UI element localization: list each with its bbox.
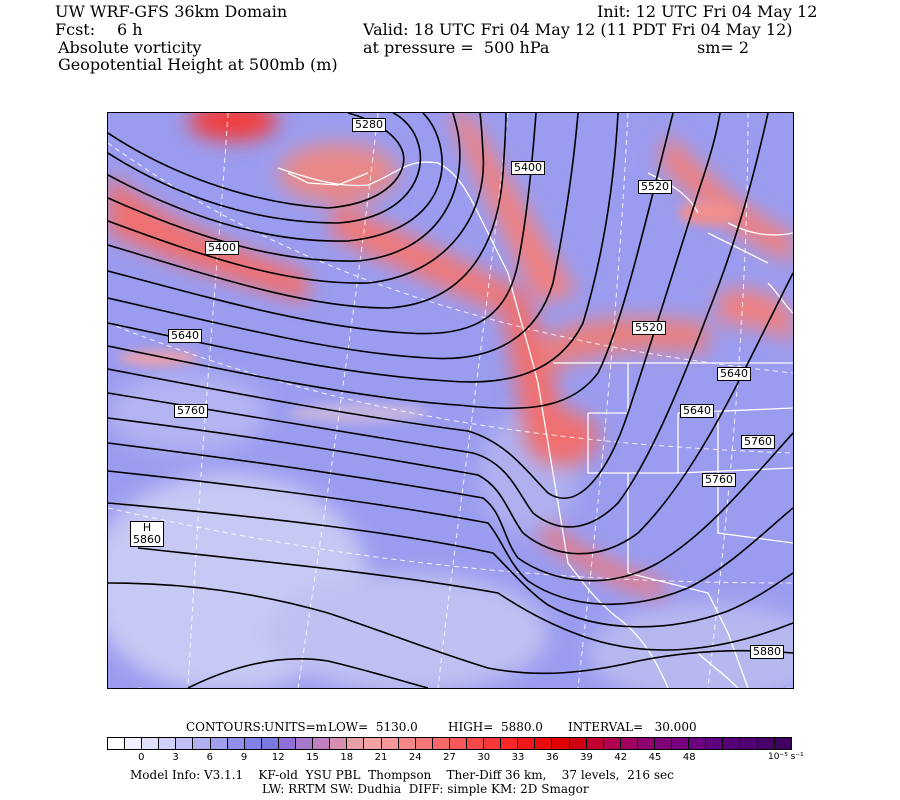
contour-label: 5760 (702, 473, 736, 487)
colorbar-swatch (552, 738, 570, 749)
colorbar-tick-label: 12 (271, 752, 285, 763)
colorbar-tick-label: 36 (545, 752, 559, 763)
weather-map: 5280 5400 5520 5400 5640 5520 5760 5640 … (107, 112, 794, 689)
valid-time: Valid: 18 UTC Fri 04 May 12 (11 PDT Fri … (363, 20, 793, 39)
colorbar-tick-label: 24 (408, 752, 422, 763)
colorbar-ticks: 0 3 6 9 12 15 18 21 24 27 30 33 36 39 42 45 48 (107, 752, 792, 766)
contours-label: CONTOURS: (186, 720, 265, 734)
colorbar-swatch (501, 738, 519, 749)
colorbar-swatch (655, 738, 673, 749)
colorbar-swatch (449, 738, 467, 749)
contour-label: 5640 (680, 404, 714, 418)
contour-label: 5760 (741, 435, 775, 449)
colorbar-swatch (484, 738, 502, 749)
colorbar-swatch (535, 738, 553, 749)
colorbar-swatch (757, 738, 775, 749)
colorbar-swatch (432, 738, 450, 749)
colorbar-swatch (518, 738, 536, 749)
contours-units: UNITS=m (264, 720, 328, 734)
colorbar-swatch (176, 738, 194, 749)
colorbar-tick-label: 45 (648, 752, 662, 763)
init-time: Init: 12 UTC Fri 04 May 12 (597, 2, 818, 21)
colorbar-swatch (569, 738, 587, 749)
contour-label: 5880 (750, 645, 784, 659)
colorbar-swatch (193, 738, 211, 749)
colorbar-swatch (689, 738, 707, 749)
contour-label: 5760 (174, 404, 208, 418)
colorbar-swatch (142, 738, 160, 749)
colorbar-tick-label: 6 (206, 752, 213, 763)
contour-label: 5520 (638, 180, 672, 194)
colorbar-swatch (603, 738, 621, 749)
forecast-hour: 6 h (117, 20, 143, 39)
domain-title: UW WRF-GFS 36km Domain (55, 2, 288, 21)
colorbar-tick-label: 33 (511, 752, 525, 763)
pressure-level: at pressure = 500 hPa (363, 38, 550, 57)
colorbar-swatch (313, 738, 331, 749)
colorbar-tick-label: 27 (443, 752, 456, 763)
contour-label: 5400 (511, 161, 545, 175)
colorbar-swatch (637, 738, 655, 749)
colorbar-swatch (125, 738, 143, 749)
colorbar-tick-label: 3 (172, 752, 179, 763)
colorbar-swatch (620, 738, 638, 749)
colorbar-swatch (296, 738, 314, 749)
colorbar-tick-label: 42 (614, 752, 628, 763)
colorbar-swatch (672, 738, 690, 749)
colorbar-swatch (261, 738, 279, 749)
physics-info: LW: RRTM SW: Dudhia DIFF: simple KM: 2D … (262, 782, 589, 796)
high-vorticity-areas (108, 113, 793, 598)
high-value: 5860 (133, 533, 161, 546)
colorbar-swatch (330, 738, 348, 749)
contour-label: 5280 (352, 118, 386, 132)
colorbar-tick-label: 0 (138, 752, 145, 763)
colorbar-swatch (347, 738, 365, 749)
colorbar-swatch (415, 738, 433, 749)
colorbar-tick-label: 9 (240, 752, 248, 763)
colorbar-swatch (244, 738, 262, 749)
colorbar-swatch (740, 738, 758, 749)
contour-field-name: Geopotential Height at 500mb (m) (58, 55, 338, 74)
model-info: Model Info: V3.1.1 KF-old YSU PBL Thomps… (130, 768, 674, 782)
field-name: Absolute vorticity (58, 38, 202, 57)
colorbar-tick-label: 30 (477, 752, 491, 763)
colorbar-tick-label: 18 (340, 752, 354, 763)
vorticity-field (108, 113, 793, 688)
colorbar-tick-label: 48 (682, 752, 696, 763)
coastlines (277, 161, 793, 688)
vorticity-colorbar (107, 737, 792, 750)
contours-high: HIGH= 5880.0 (448, 720, 543, 734)
contour-label: 5400 (205, 241, 239, 255)
colorbar-swatch (278, 738, 297, 749)
forecast-label: Fcst: (55, 20, 96, 39)
colorbar-swatch (586, 738, 604, 749)
colorbar-tick-label: 39 (580, 752, 593, 763)
contour-label: 5640 (717, 367, 751, 381)
colorbar-swatch (706, 738, 724, 749)
colorbar-swatch (723, 738, 741, 749)
colorbar-units: 10⁻⁵ s⁻¹ (768, 752, 804, 762)
high-pressure-marker: H 5860 (130, 521, 164, 547)
colorbar-swatch (210, 738, 228, 749)
height-contours (108, 113, 793, 688)
colorbar-swatch (227, 738, 245, 749)
contours-low: LOW= 5130.0 (328, 720, 418, 734)
colorbar-swatch (774, 738, 791, 749)
high-symbol: H (142, 521, 152, 534)
contours-interval: INTERVAL= 30.000 (568, 720, 697, 734)
colorbar-swatch (466, 738, 485, 749)
contour-label: 5640 (168, 329, 202, 343)
colorbar-tick-label: 15 (306, 752, 319, 763)
smoothing-value: sm= 2 (697, 38, 750, 57)
contour-label: 5520 (632, 321, 666, 335)
colorbar-swatch (398, 738, 416, 749)
colorbar-swatch (381, 738, 399, 749)
colorbar-swatch (159, 738, 177, 749)
colorbar-swatch (364, 738, 382, 749)
colorbar-swatch (108, 738, 126, 749)
colorbar-tick-label: 21 (374, 752, 388, 763)
